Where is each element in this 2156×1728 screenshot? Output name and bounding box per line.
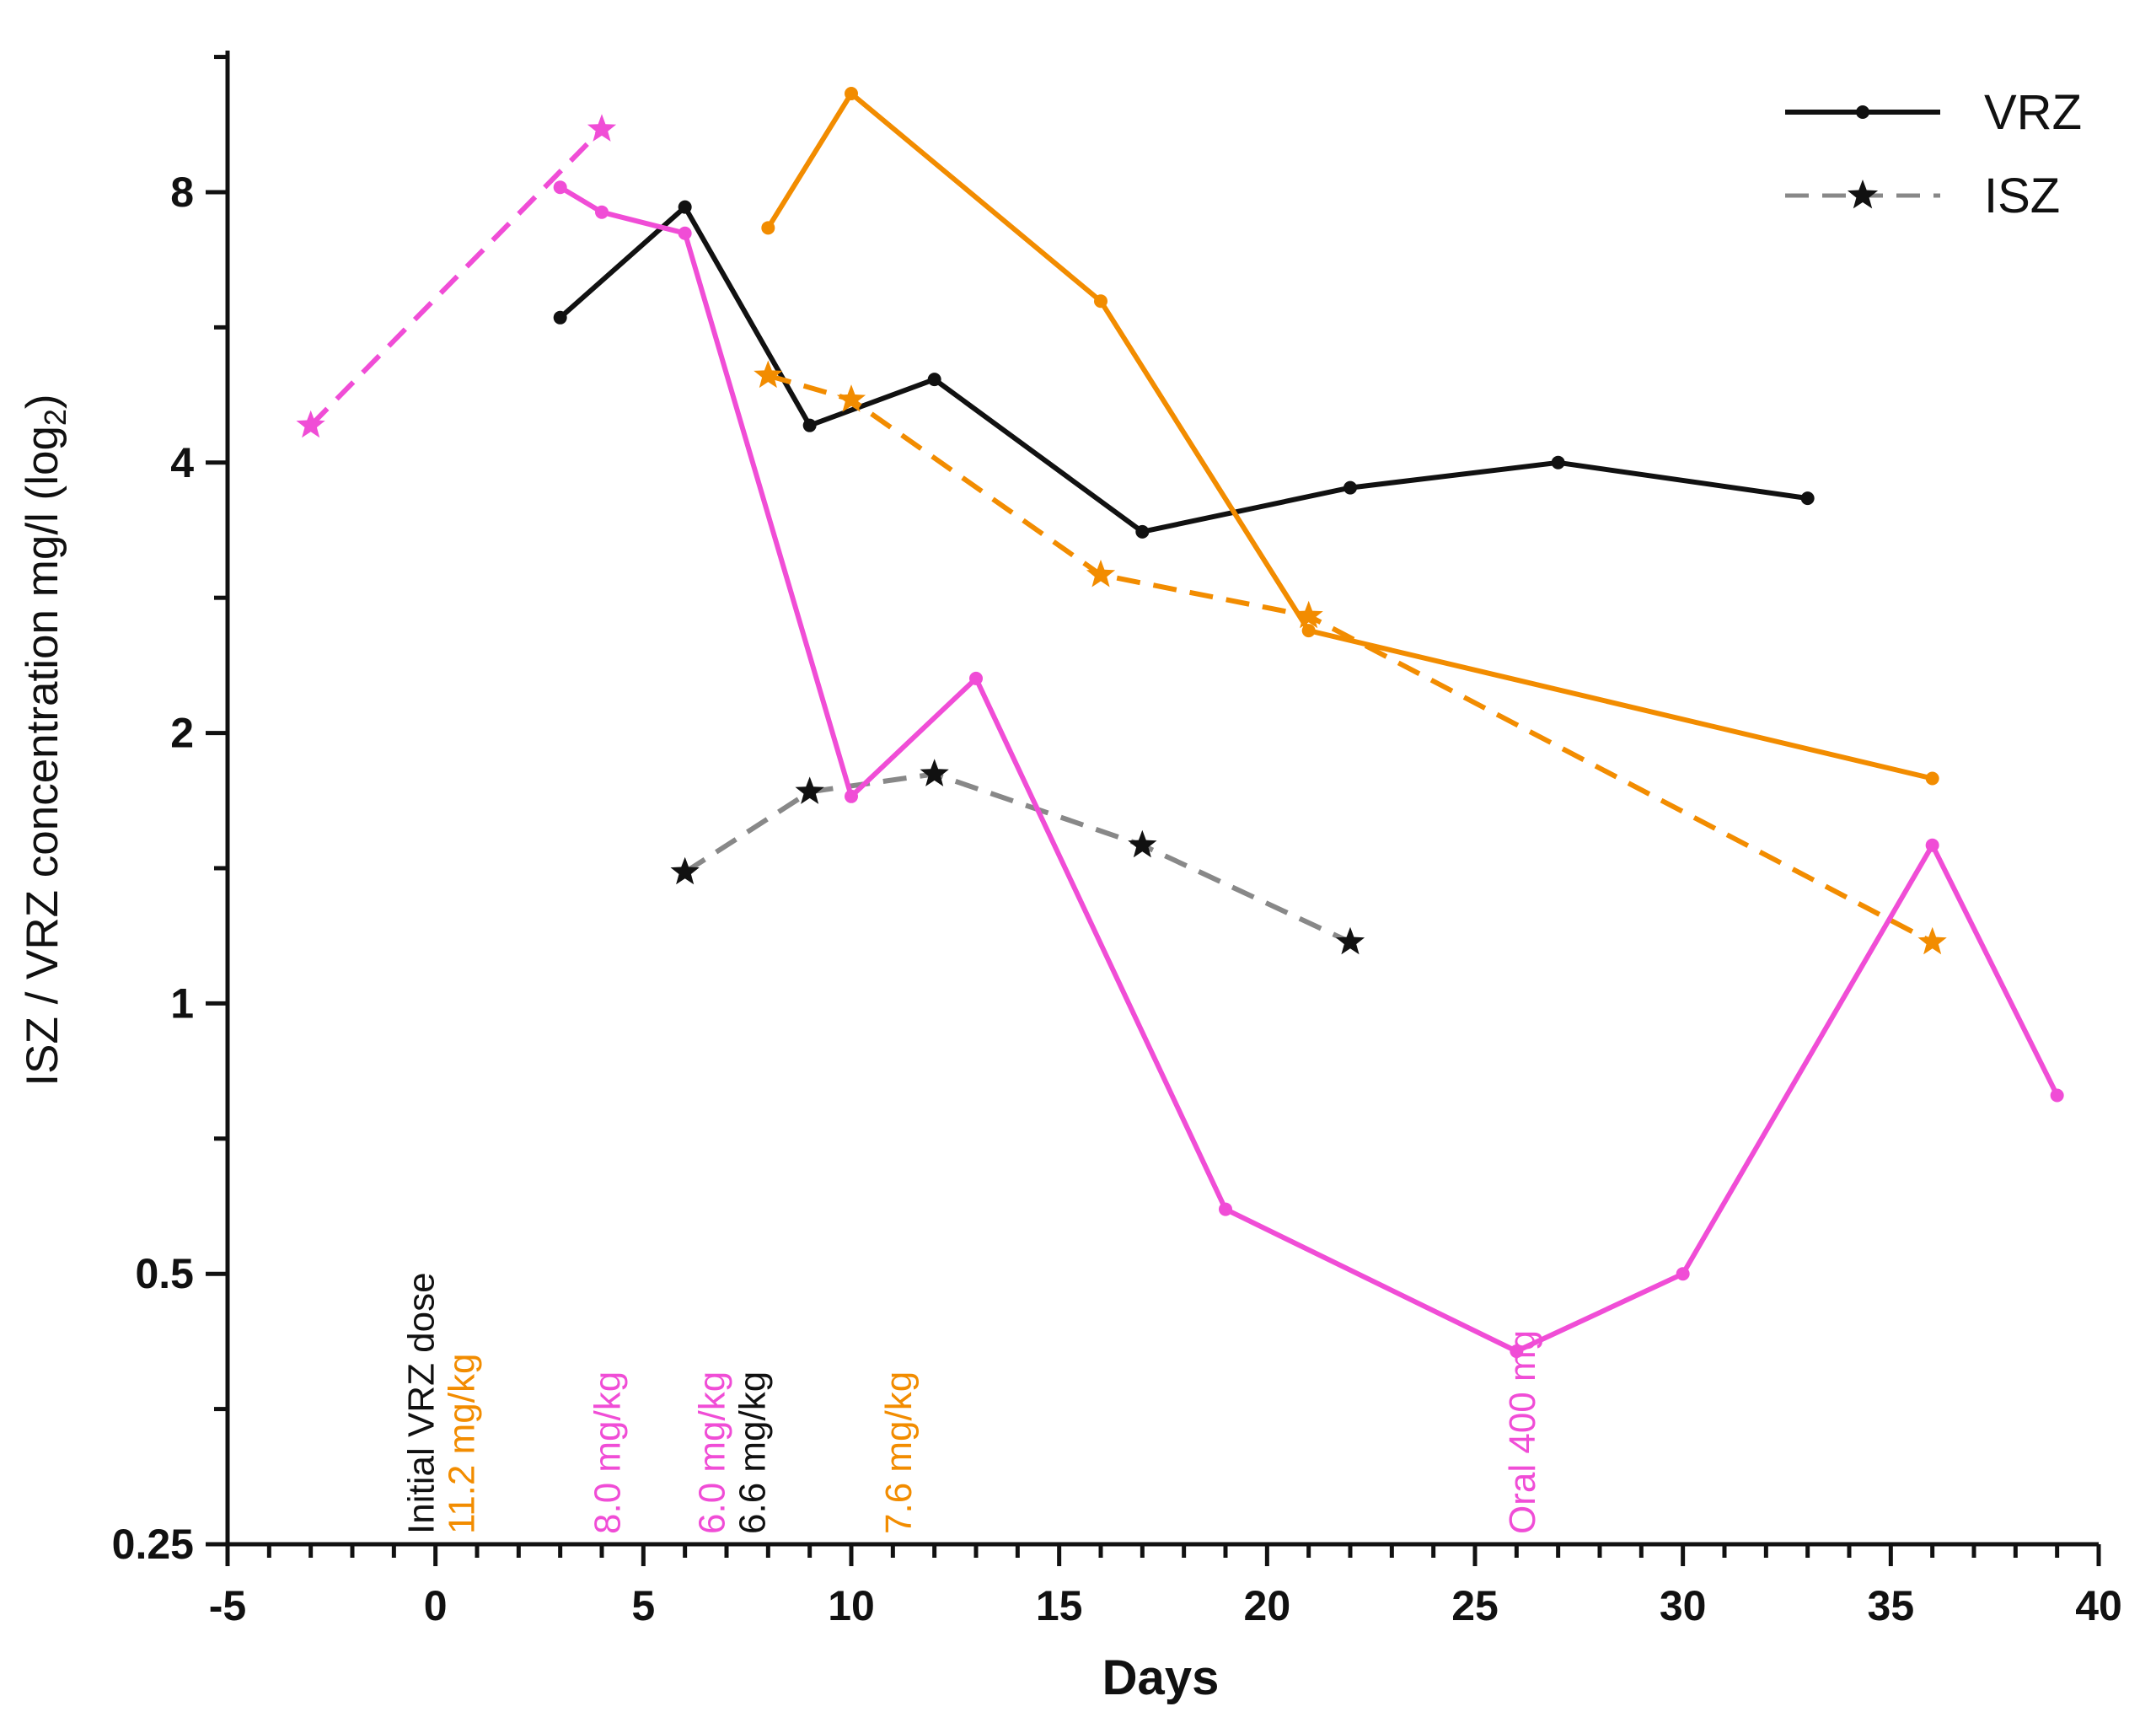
data-point-star (296, 410, 325, 438)
data-point-star (920, 759, 949, 786)
data-point-star (1335, 926, 1365, 955)
data-point (1551, 455, 1565, 470)
data-point-star (1128, 829, 1157, 858)
legend-item-isz: ISZ (1785, 169, 2060, 223)
x-tick-label: -5 (209, 1582, 246, 1629)
y-tick-label: 8 (170, 169, 194, 216)
data-point (678, 226, 692, 240)
x-tick-label: 10 (828, 1582, 875, 1629)
y-tick-label: 0.25 (112, 1521, 194, 1568)
x-tick-label: 40 (2075, 1582, 2122, 1629)
series-vrz-3 (761, 87, 1939, 786)
x-tick-label: 30 (1660, 1582, 1707, 1629)
x-tick-label: 20 (1244, 1582, 1291, 1629)
series-isz-6 (296, 114, 617, 438)
series-isz-4 (754, 360, 1947, 955)
dose-annotations: Initial VRZ dose 11.2 mg/kg 8.0 mg/kg 6.0 m… (400, 1272, 1543, 1534)
series-isz-2 (670, 759, 1365, 955)
data-point (1094, 294, 1107, 309)
legend-vrz-marker (1856, 105, 1869, 119)
legend: VRZ ISZ (1785, 85, 2082, 223)
series-line (767, 373, 1934, 945)
y-axis-title: ISZ / VRZ concentration mg/l (log2) (18, 394, 72, 1086)
data-point (1800, 491, 1815, 506)
data-point (1135, 524, 1150, 539)
data-point-star (1294, 600, 1323, 629)
y-axis-title-subscript: 2 (38, 409, 72, 426)
data-point (553, 310, 567, 325)
legend-isz-label: ISZ (1984, 169, 2060, 223)
x-tick-label: 5 (631, 1582, 655, 1629)
series-line (559, 185, 2060, 1354)
data-point-star (795, 776, 824, 804)
x-tick-label: 15 (1036, 1582, 1083, 1629)
legend-vrz-label: VRZ (1984, 85, 2082, 140)
data-point-star (836, 384, 866, 412)
data-point (802, 418, 817, 432)
series-vrz-5 (553, 180, 2064, 1359)
dose-annotation-label: 11.2 mg/kg (441, 1354, 482, 1534)
series-layer (296, 87, 2064, 1359)
data-point (1925, 771, 1939, 786)
data-point (2050, 1088, 2064, 1103)
data-point (927, 373, 941, 387)
series-line (765, 91, 1933, 781)
x-axis-title: Days (1102, 1650, 1220, 1705)
y-tick-label: 2 (170, 710, 194, 757)
data-point (678, 200, 692, 214)
data-point (1343, 480, 1357, 495)
data-point-star (1917, 926, 1947, 955)
legend-isz-marker (1847, 180, 1879, 209)
x-tick-label: 25 (1451, 1582, 1499, 1629)
series-line (558, 204, 1809, 534)
series-vrz-1 (553, 200, 1815, 539)
x-tick-label: 0 (424, 1582, 448, 1629)
dose-annotation-label: Initial VRZ dose (400, 1272, 442, 1534)
y-axis-title-main: ISZ / VRZ concentration mg/l (log (18, 426, 67, 1087)
data-point (845, 789, 858, 803)
axes: -5 0 5 10 15 20 25 30 35 40 0.25 0.5 1 2 4 8 (112, 51, 2122, 1629)
data-point (1301, 624, 1316, 638)
x-tick-label: 35 (1868, 1582, 1915, 1629)
y-axis-title-close: ) (18, 394, 67, 409)
dose-annotation-label: 7.6 mg/kg (878, 1371, 920, 1534)
y-tick-label: 4 (170, 439, 194, 486)
data-point-star (587, 114, 617, 142)
data-point (845, 87, 858, 101)
data-point (595, 205, 609, 219)
data-point (1510, 1344, 1524, 1359)
y-tick-label: 0.5 (135, 1250, 194, 1297)
data-point (969, 671, 983, 685)
data-point (1925, 838, 1939, 852)
series-line (684, 771, 1352, 945)
data-point (553, 180, 567, 195)
dose-annotation-label: 6.6 mg/kg (732, 1371, 774, 1534)
data-point (761, 221, 775, 235)
legend-item-vrz: VRZ (1785, 85, 2082, 140)
data-point-star (1086, 559, 1116, 588)
data-point (1676, 1267, 1690, 1281)
data-point-star (754, 360, 783, 389)
data-point-star (670, 856, 700, 885)
data-point (1219, 1202, 1232, 1216)
dose-annotation-label: 8.0 mg/kg (587, 1371, 629, 1534)
dose-annotation-label: 6.0 mg/kg (692, 1371, 733, 1534)
dose-annotation-label: Oral 400 mg (1502, 1330, 1543, 1534)
y-tick-label: 1 (170, 979, 194, 1027)
series-line (308, 127, 604, 427)
